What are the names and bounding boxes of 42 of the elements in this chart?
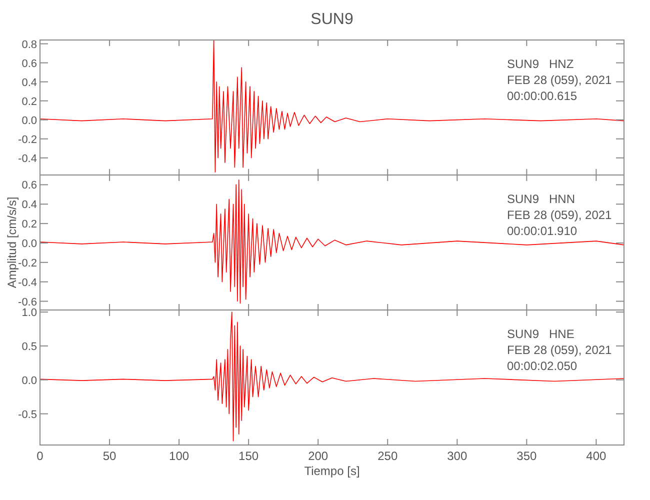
y-tick-label: 0.0 bbox=[22, 238, 37, 250]
y-tick-label: 0.2 bbox=[22, 218, 37, 231]
x-tick-label: 350 bbox=[516, 449, 537, 463]
x-axis-title: Tiempo [s] bbox=[304, 464, 360, 478]
y-tick-label: 0.6 bbox=[22, 58, 37, 70]
annotation: SUN9 HNZ bbox=[507, 57, 574, 71]
y-tick-label: -0.5 bbox=[18, 408, 37, 421]
y-tick-label: 0.0 bbox=[22, 114, 37, 127]
y-tick-label: 0.4 bbox=[22, 76, 37, 89]
y-tick-label: 0.0 bbox=[22, 374, 37, 387]
y-tick-label: 0.2 bbox=[22, 96, 37, 108]
y-tick-label: -0.4 bbox=[18, 152, 37, 165]
annotation: SUN9 HNN bbox=[507, 192, 576, 206]
annotation: 00:00:01.910 bbox=[507, 224, 578, 238]
y-tick-label: -0.2 bbox=[18, 257, 37, 270]
x-tick-label: 200 bbox=[308, 449, 328, 463]
x-tick-label: 0 bbox=[36, 449, 44, 463]
annotation: 00:00:00.615 bbox=[507, 89, 578, 103]
y-tick-label: -0.2 bbox=[18, 134, 37, 146]
y-tick-label: 0.4 bbox=[22, 199, 37, 212]
x-tick-label: 400 bbox=[586, 449, 607, 463]
y-tick-label: 0.8 bbox=[22, 38, 37, 51]
annotation: FEB 28 (059), 2021 bbox=[507, 208, 612, 222]
y-axis-title: Amplitud [cm/s/s] bbox=[5, 196, 19, 288]
annotation: 00:00:02.050 bbox=[507, 359, 578, 373]
y-tick-label: -0.4 bbox=[18, 276, 37, 289]
annotation: FEB 28 (059), 2021 bbox=[507, 73, 612, 87]
y-tick-label: 1.0 bbox=[22, 307, 37, 320]
annotation: SUN9 HNE bbox=[507, 327, 574, 341]
line-series bbox=[40, 312, 624, 442]
y-tick-label: 0.5 bbox=[22, 340, 37, 353]
line-series bbox=[40, 179, 624, 304]
annotation: FEB 28 (059), 2021 bbox=[507, 343, 612, 357]
x-tick-label: 50 bbox=[102, 449, 117, 463]
y-tick-label: 0.6 bbox=[22, 180, 37, 192]
chart-title: SUN9 bbox=[310, 11, 354, 28]
x-tick-label: 100 bbox=[169, 449, 190, 463]
y-tick-label: -0.6 bbox=[18, 296, 37, 308]
x-tick-label: 300 bbox=[447, 449, 468, 463]
line-series bbox=[40, 40, 624, 173]
x-tick-label: 250 bbox=[378, 449, 398, 463]
x-tick-label: 150 bbox=[238, 449, 259, 463]
